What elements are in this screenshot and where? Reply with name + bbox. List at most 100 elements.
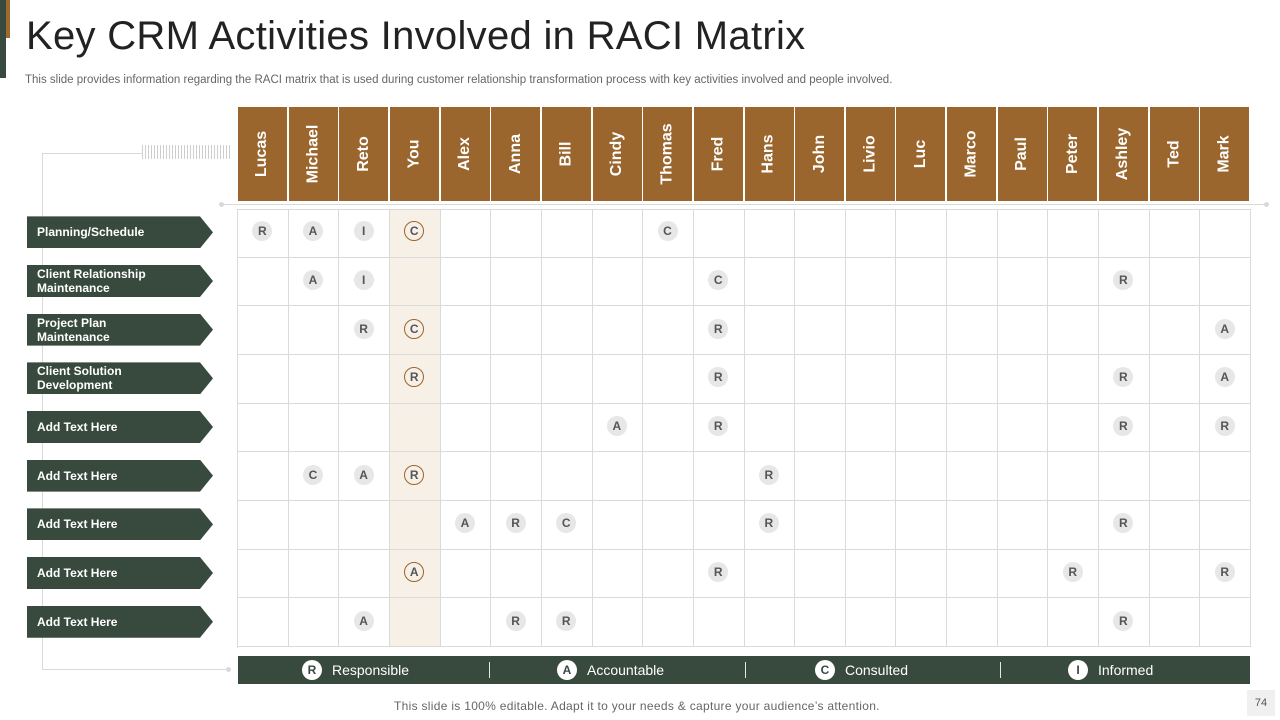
column-header-label: Lucas (253, 130, 271, 178)
grid-hline (237, 500, 1250, 502)
column-header-label: Hans (760, 134, 777, 174)
slide-subtitle: This slide provides information regardin… (25, 74, 893, 86)
grid-hline (237, 597, 1250, 599)
grid-vline (388, 209, 390, 647)
column-header-hans: Hans (744, 107, 794, 201)
decorative-line (42, 669, 228, 670)
legend-bar: R Responsible A Accountable C Consulted … (238, 656, 1250, 684)
raci-badge: A (1214, 318, 1235, 339)
activity-label-text: Client Relationship Maintenance (37, 267, 146, 295)
grid-hline (237, 305, 1250, 307)
legend-letter: C (815, 660, 835, 680)
raci-badge: I (353, 221, 374, 242)
grid-hline (237, 646, 1250, 648)
column-header-label: Michael (304, 124, 322, 184)
grid-vline (794, 209, 796, 647)
raci-badge: A (454, 513, 475, 534)
column-header-alex: Alex (440, 107, 490, 201)
grid-vline (490, 209, 492, 647)
activity-label: Add Text Here (27, 557, 213, 590)
decorative-line (42, 153, 142, 154)
decorative-dot (226, 667, 231, 672)
raci-badge: C (657, 221, 678, 242)
activity-label-text: Planning/Schedule (37, 225, 145, 240)
raci-badge: C (708, 270, 729, 290)
activity-label: Client Solution Development (27, 362, 213, 395)
raci-badge: A (606, 416, 627, 436)
column-header-label: John (810, 134, 828, 174)
activity-label-text: Add Text Here (37, 517, 118, 532)
column-header-bill: Bill (541, 107, 591, 201)
raci-badge: R (404, 464, 425, 485)
decorative-hatch (142, 145, 232, 159)
column-header-label: Bill (557, 141, 575, 167)
legend-item-responsible: R Responsible (302, 656, 409, 684)
legend-letter: I (1068, 660, 1088, 680)
column-header-anna: Anna (491, 107, 541, 201)
column-header-marco: Marco (947, 107, 997, 201)
column-header-label: Paul (1013, 137, 1031, 171)
column-header-peter: Peter (1048, 107, 1098, 201)
legend-label: Informed (1098, 662, 1154, 678)
legend-label: Accountable (587, 662, 665, 678)
column-header-ashley: Ashley (1099, 107, 1149, 201)
legend-separator (745, 662, 746, 678)
grid-vline (743, 209, 745, 647)
column-header-john: John (795, 107, 845, 201)
grid-hline (237, 354, 1250, 355)
raci-badge: R (1113, 367, 1134, 388)
column-header-label: Cindy (608, 131, 626, 177)
raci-badge: C (404, 221, 425, 242)
grid-hline (237, 548, 1250, 550)
raci-badge: A (404, 562, 425, 583)
raci-badge: C (556, 513, 577, 534)
accent-bar (0, 0, 6, 78)
grid-vline (287, 209, 289, 647)
raci-badge: R (556, 610, 577, 631)
grid-vline (1250, 209, 1251, 647)
raci-badge: R (353, 318, 374, 339)
activity-label-text: Client Solution Development (37, 364, 122, 393)
raci-badge: R (708, 416, 729, 436)
column-header-label: Fred (709, 136, 727, 172)
column-header-label: Ted (1165, 140, 1183, 168)
raci-badge: R (252, 221, 273, 242)
grid-vline (1199, 209, 1201, 647)
grid-hline (237, 451, 1250, 453)
raci-badge: R (1113, 610, 1134, 631)
grid-vline (844, 209, 846, 647)
column-header-lucas: Lucas (238, 107, 287, 201)
grid-vline (996, 209, 998, 647)
column-header-label: Alex (456, 137, 474, 171)
column-header-thomas: Thomas (643, 107, 693, 201)
raci-badge: R (758, 513, 779, 534)
grid-vline (1047, 209, 1049, 647)
grid-vline (895, 209, 897, 647)
column-header-label: Mark (1215, 135, 1233, 173)
column-header-fred: Fred (693, 107, 743, 201)
column-header-label: Peter (1063, 133, 1081, 175)
raci-badge: A (353, 610, 374, 631)
activity-label: Project Plan Maintenance (27, 313, 213, 346)
raci-badge: C (404, 318, 425, 339)
raci-badge: R (708, 562, 729, 583)
raci-badge: C (302, 464, 323, 485)
page-number: 74 (1247, 690, 1275, 716)
column-header-label: Livio (861, 135, 879, 173)
header-separator-line (222, 204, 1268, 205)
column-header-label: Marco (962, 130, 980, 178)
activity-label: Client Relationship Maintenance (27, 265, 213, 297)
slide-title: Key CRM Activities Involved in RACI Matr… (26, 14, 806, 58)
accent-bar-top (6, 0, 10, 38)
grid-vline (540, 209, 542, 647)
activity-label-text: Add Text Here (37, 566, 118, 581)
column-header-label: Luc (911, 139, 929, 169)
column-header-paul: Paul (997, 107, 1047, 201)
activity-label: Add Text Here (27, 508, 213, 541)
activity-label-text: Project Plan Maintenance (37, 315, 110, 344)
column-header-reto: Reto (339, 107, 389, 201)
column-header-luc: Luc (896, 107, 946, 201)
grid-vline (338, 209, 340, 647)
activity-label-text: Add Text Here (37, 420, 118, 434)
grid-hline (237, 402, 1250, 404)
